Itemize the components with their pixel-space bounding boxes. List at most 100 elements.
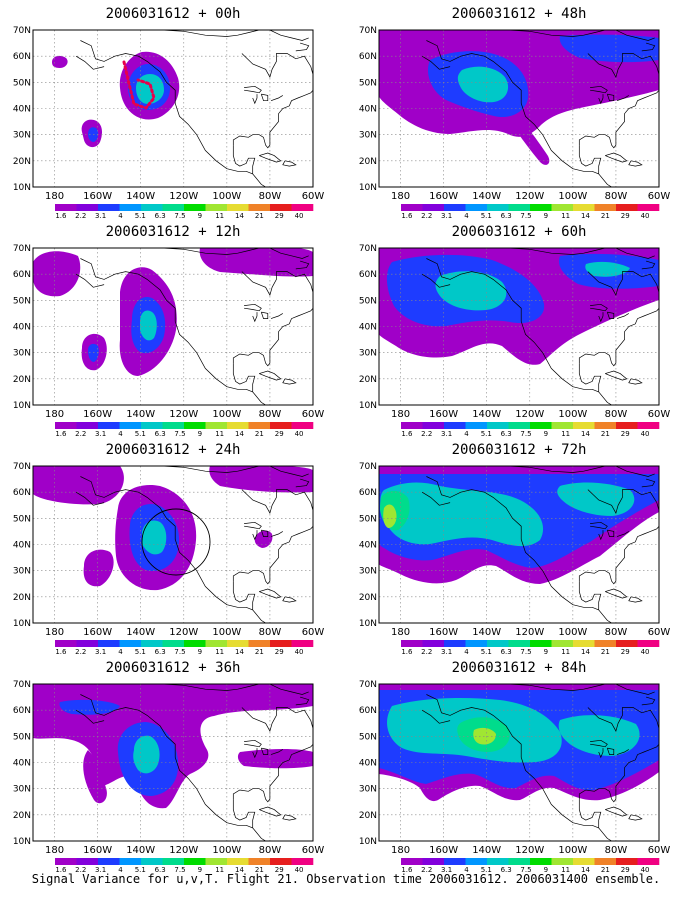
colorbar-label: 7.5	[520, 212, 531, 218]
colorbar-label: 40	[295, 430, 304, 436]
map-panel-p12: 2006031612 + 12h 70N 60N 50N 40N 30N 20N 10N 180…	[0, 218, 346, 436]
colorbar-swatch	[248, 640, 271, 647]
lon-label: 140W	[126, 409, 155, 420]
lat-label: 60N	[13, 270, 31, 280]
colorbar-label: 1.6	[401, 212, 413, 218]
colorbar-label: 11	[561, 866, 570, 872]
lat-label: 30N	[359, 349, 377, 359]
colorbar-label: 1.6	[401, 648, 413, 654]
colorbar-label: 4	[464, 430, 469, 436]
map-panel-p36: 2006031612 + 36h 70N 60N 50N 40N 30N 20N 10N 180…	[0, 654, 346, 872]
colorbar-label: 11	[561, 430, 570, 436]
lat-label: 70N	[359, 462, 377, 472]
colorbar-swatch	[141, 422, 163, 429]
lon-label: 100W	[558, 845, 587, 856]
variance-region	[83, 750, 107, 804]
colorbar-swatch	[487, 640, 509, 647]
colorbar: 1.6 2.2 3.1 4 5.1 6.3 7.5 9 11 14 21 29 40	[401, 204, 660, 218]
colorbar-label: 21	[601, 212, 610, 218]
colorbar-label: 40	[295, 648, 304, 654]
coastline	[75, 30, 313, 187]
lon-label: 140W	[472, 845, 501, 856]
colorbar-label: 3.1	[95, 648, 106, 654]
lat-label: 70N	[13, 680, 31, 690]
lat-label: 50N	[359, 296, 377, 306]
variance-region	[457, 66, 509, 103]
colorbar-label: 3.1	[441, 212, 452, 218]
lon-label: 160W	[429, 409, 458, 420]
colorbar-swatch	[98, 640, 120, 647]
variance-region	[59, 699, 120, 715]
lat-label: 70N	[13, 244, 31, 254]
colorbar-swatch	[291, 858, 314, 865]
colorbar-swatch	[594, 204, 617, 211]
panel-title: 2006031612 + 00h	[105, 6, 241, 22]
lon-label: 160W	[83, 845, 112, 856]
map-frame	[32, 465, 314, 624]
panel-grid: 2006031612 + 00h 70N 60N 50N 40N 30N 20N 10N 180…	[0, 6, 692, 872]
colorbar-label: 9	[198, 430, 202, 436]
variance-region	[33, 251, 81, 297]
lon-label: 60W	[648, 409, 671, 420]
lon-label: 60W	[648, 845, 671, 856]
colorbar-label: 7.5	[174, 430, 185, 436]
map-panel-p84: 2006031612 + 84h 70N 60N 50N 40N 30N 20N 10N 180…	[346, 654, 692, 872]
map-frame	[378, 465, 660, 624]
lat-label: 70N	[359, 244, 377, 254]
lon-label: 100W	[558, 191, 587, 202]
colorbar-swatch	[573, 858, 595, 865]
coastline	[421, 30, 659, 187]
lon-label: 120W	[515, 845, 544, 856]
colorbar-label: 7.5	[520, 430, 531, 436]
panel-title: 2006031612 + 12h	[105, 224, 241, 240]
map-frame	[32, 29, 314, 188]
variance-region	[585, 261, 630, 277]
lat-label: 70N	[13, 26, 31, 36]
gridlines	[379, 684, 659, 841]
colorbar-swatch	[401, 640, 423, 647]
colorbar-label: 6.3	[155, 866, 166, 872]
lon-label: 80W	[259, 627, 282, 638]
lon-label: 160W	[83, 627, 112, 638]
lon-label: 100W	[212, 409, 241, 420]
colorbar-label: 29	[275, 430, 284, 436]
lon-label: 180	[45, 627, 64, 638]
colorbar-label: 1.6	[55, 648, 67, 654]
colorbar-swatch	[422, 204, 445, 211]
colorbar-label: 21	[601, 866, 610, 872]
lon-label: 120W	[515, 409, 544, 420]
gridlines	[33, 466, 313, 623]
lon-label: 120W	[515, 191, 544, 202]
colorbar-swatch	[551, 422, 574, 429]
lat-label: 10N	[13, 183, 31, 193]
colorbar-swatch	[162, 422, 185, 429]
lon-label: 140W	[126, 627, 155, 638]
lon-label: 120W	[169, 409, 198, 420]
colorbar-label: 2.2	[75, 430, 86, 436]
colorbar-swatch	[530, 422, 552, 429]
colorbar-swatch	[248, 422, 271, 429]
colorbar-swatch	[98, 422, 120, 429]
lon-label: 140W	[126, 845, 155, 856]
colorbar: 1.6 2.2 3.1 4 5.1 6.3 7.5 9 11 14 21 29 40	[55, 858, 314, 872]
lon-label: 100W	[212, 191, 241, 202]
colorbar-label: 2.2	[75, 212, 86, 218]
lon-label: 140W	[126, 191, 155, 202]
map-svg: 70N 60N 50N 40N 30N 20N 10N 180 160W 140W 120W 100W…	[13, 244, 325, 436]
colorbar-label: 21	[255, 430, 264, 436]
colorbar-label: 3.1	[441, 648, 452, 654]
colorbar-swatch	[637, 204, 660, 211]
colorbar-swatch	[227, 858, 249, 865]
map-svg: 70N 60N 50N 40N 30N 20N 10N 180 160W 140W 120W 100W…	[13, 680, 325, 872]
variance-region	[209, 466, 313, 493]
lat-label: 60N	[359, 706, 377, 716]
colorbar-label: 11	[215, 648, 224, 654]
colorbar-swatch	[55, 858, 77, 865]
lat-label: 30N	[359, 785, 377, 795]
map-body	[379, 248, 659, 405]
colorbar-swatch	[205, 858, 228, 865]
colorbar-label: 29	[621, 866, 630, 872]
lat-label: 50N	[359, 732, 377, 742]
colorbar-label: 14	[581, 212, 590, 218]
lon-label: 100W	[212, 627, 241, 638]
